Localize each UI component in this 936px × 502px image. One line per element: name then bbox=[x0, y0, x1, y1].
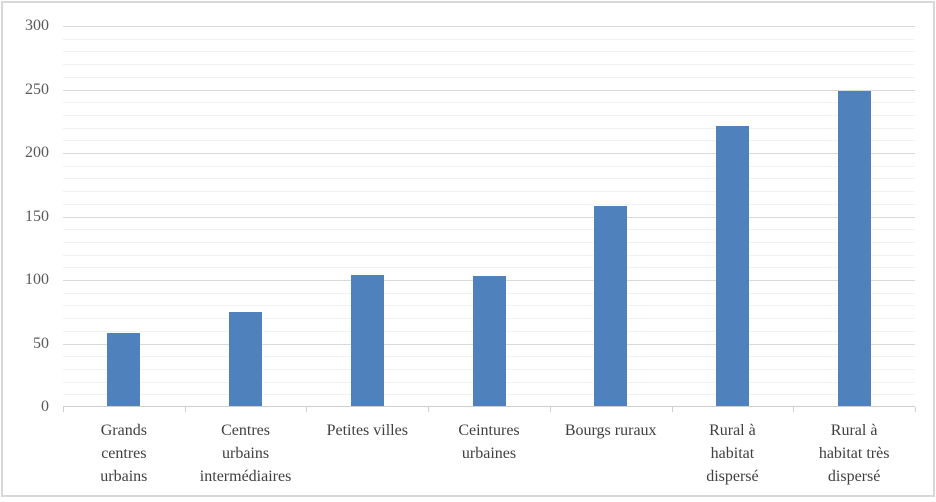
minor-gridline bbox=[63, 203, 915, 205]
y-axis-tick-label: 200 bbox=[25, 144, 49, 161]
plot-area bbox=[63, 26, 915, 407]
minor-gridline bbox=[63, 51, 915, 53]
x-axis-line bbox=[63, 406, 915, 407]
x-axis-category-label: Ceintures urbaines bbox=[458, 422, 520, 462]
x-axis-tick bbox=[63, 407, 64, 412]
x-axis-category-label: Grands centres urbains bbox=[100, 422, 148, 485]
x-axis-tick bbox=[428, 407, 430, 412]
y-axis-tick-label: 250 bbox=[25, 80, 49, 98]
bar-5 bbox=[594, 206, 628, 407]
major-gridline bbox=[63, 216, 915, 218]
y-axis-tick-label: 50 bbox=[33, 334, 49, 352]
y-axis-tick-label: 300 bbox=[25, 17, 49, 34]
minor-gridline bbox=[63, 64, 915, 66]
minor-gridline bbox=[63, 114, 915, 116]
x-axis-tick bbox=[549, 407, 551, 412]
x-axis-tick bbox=[793, 407, 795, 412]
x-axis-tick bbox=[306, 407, 308, 412]
minor-gridline bbox=[63, 254, 915, 256]
minor-gridline bbox=[63, 191, 915, 193]
minor-gridline bbox=[63, 102, 915, 104]
minor-gridline bbox=[63, 76, 915, 78]
minor-gridline bbox=[63, 140, 915, 142]
minor-gridline bbox=[63, 267, 915, 269]
bar-6 bbox=[715, 126, 749, 407]
major-gridline bbox=[63, 89, 915, 91]
y-axis-tick-label: 0 bbox=[41, 398, 49, 415]
y-axis-tick-label: 100 bbox=[25, 271, 49, 288]
x-axis-category-label: Rural à habitat dispersé bbox=[706, 422, 759, 485]
bar-1 bbox=[107, 333, 141, 407]
bar-4 bbox=[472, 276, 506, 407]
x-axis-category-label: Centres urbains intermédiaires bbox=[199, 422, 292, 485]
x-axis-category-label: Rural à habitat très dispersé bbox=[818, 422, 890, 485]
minor-gridline bbox=[63, 178, 915, 180]
minor-gridline bbox=[63, 127, 915, 129]
x-axis-tick bbox=[915, 407, 916, 412]
minor-gridline bbox=[63, 241, 915, 243]
minor-gridline bbox=[63, 38, 915, 40]
minor-gridline bbox=[63, 229, 915, 231]
major-gridline bbox=[63, 153, 915, 154]
x-axis-category-label: Petites villes bbox=[326, 422, 408, 439]
bar-3 bbox=[350, 274, 384, 407]
x-axis-category-label: Bourgs ruraux bbox=[564, 422, 657, 439]
bar-7 bbox=[837, 90, 871, 407]
minor-gridline bbox=[63, 165, 915, 167]
y-axis-tick-label: 150 bbox=[25, 207, 49, 225]
x-axis-tick bbox=[671, 407, 673, 412]
major-gridline bbox=[63, 26, 915, 27]
bar-2 bbox=[229, 311, 263, 407]
x-axis-tick bbox=[184, 407, 186, 412]
